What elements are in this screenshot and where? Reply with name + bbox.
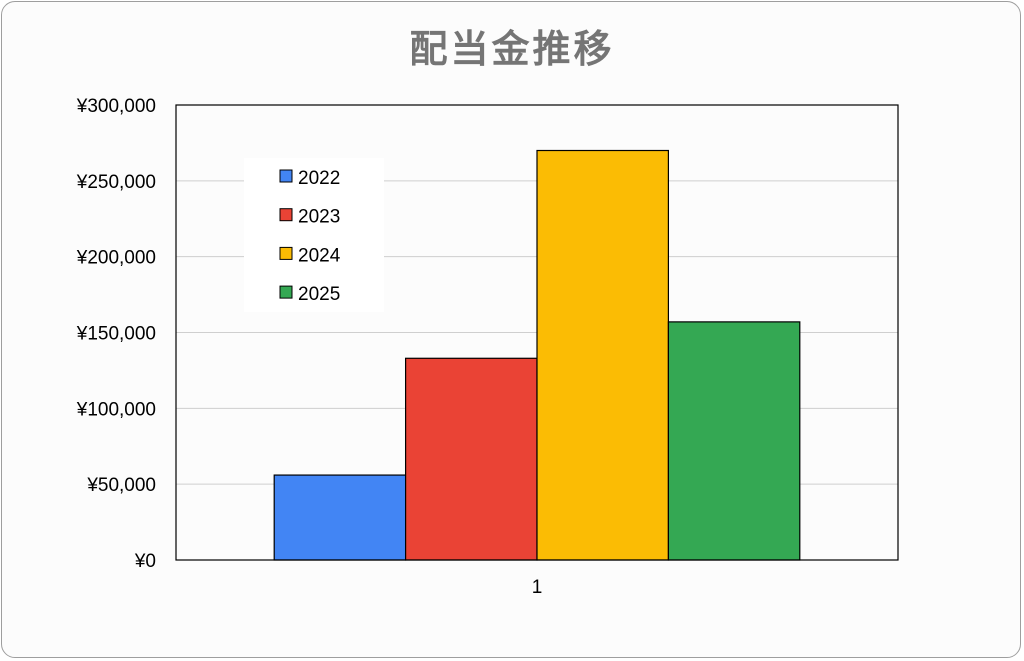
legend-swatch (279, 169, 293, 183)
bar-2023 (404, 357, 538, 561)
legend-label: 2025 (298, 284, 340, 305)
y-tick-label: ¥50,000 (86, 475, 156, 496)
chart-title: 配当金推移 (409, 27, 614, 71)
bars (273, 149, 801, 561)
legend-swatch (279, 208, 293, 222)
bar-2024 (536, 149, 670, 561)
y-tick-label: ¥250,000 (76, 172, 156, 193)
legend-background (244, 158, 384, 312)
y-tick-label: ¥300,000 (76, 96, 156, 117)
y-tick-label: ¥150,000 (76, 324, 156, 345)
y-tick-label: ¥100,000 (76, 399, 156, 420)
plot-area-border (175, 104, 899, 561)
y-tick-label: ¥0 (134, 551, 156, 572)
x-axis-ticks: 1 (532, 577, 543, 598)
legend: 2022 2023 2024 2025 (244, 158, 384, 312)
bar-2022 (273, 474, 407, 561)
legend-label: 2024 (298, 245, 341, 266)
legend-label: 2022 (298, 168, 340, 189)
y-tick-label: ¥200,000 (76, 248, 156, 269)
legend-swatch (279, 246, 293, 260)
legend-label: 2023 (298, 207, 340, 228)
y-axis-ticks: ¥0 ¥50,000 ¥100,000 ¥150,000 ¥200,000 ¥250,00… (76, 96, 156, 572)
legend-swatch (279, 285, 293, 299)
x-tick-label: 1 (532, 577, 543, 598)
bar-2025 (667, 321, 801, 561)
